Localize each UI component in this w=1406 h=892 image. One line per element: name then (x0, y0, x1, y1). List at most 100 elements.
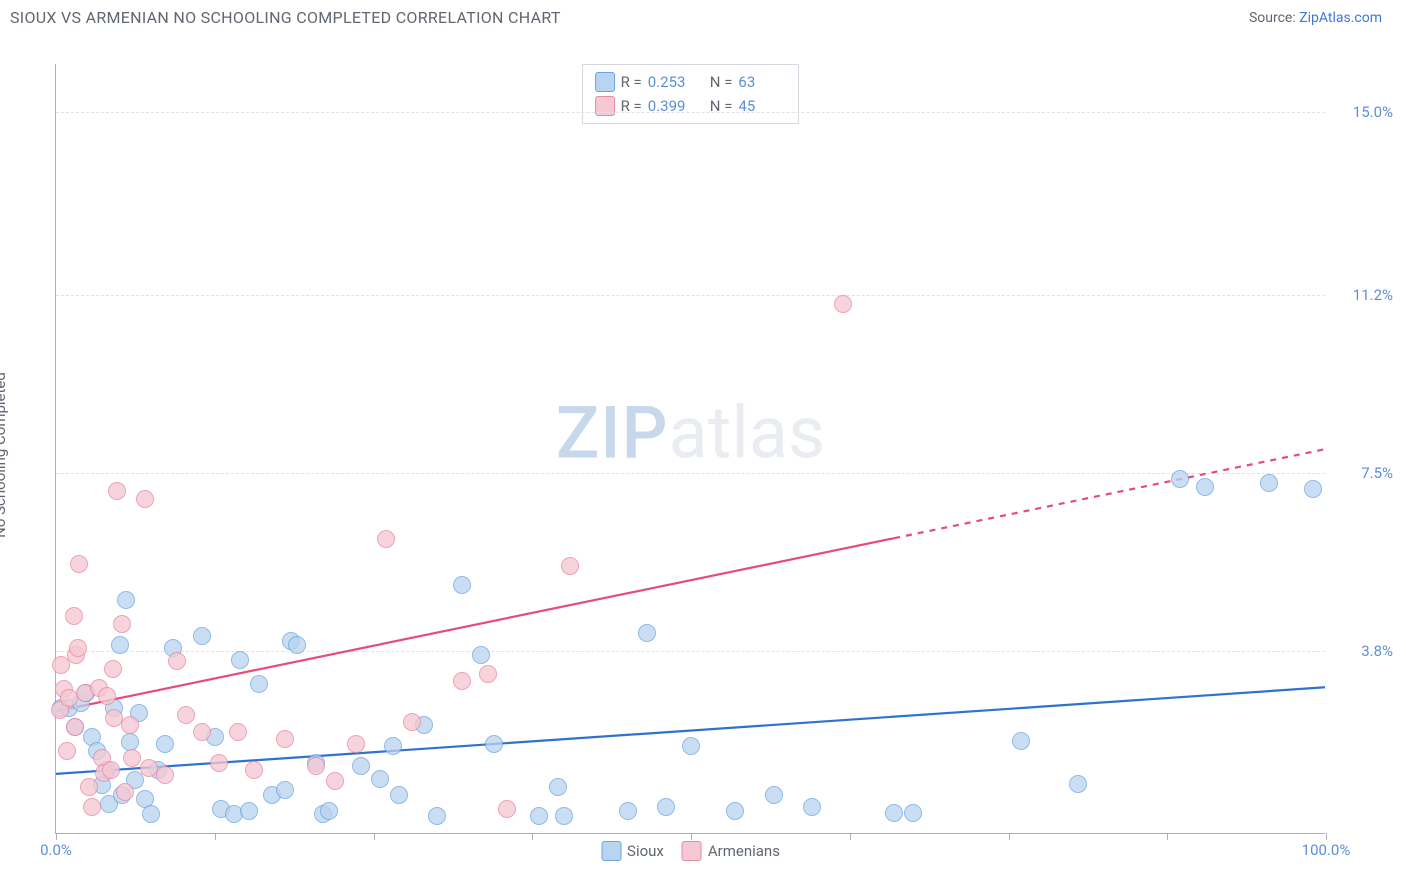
data-point-sioux (352, 757, 370, 775)
data-point-armenians (113, 615, 131, 633)
x-tick (691, 833, 692, 840)
gridline (56, 112, 1325, 113)
x-tick (56, 833, 57, 840)
data-point-armenians (60, 689, 78, 707)
data-point-armenians (229, 723, 247, 741)
data-point-armenians (98, 687, 116, 705)
data-point-armenians (561, 557, 579, 575)
r-label: R = (621, 73, 642, 91)
y-tick-label: 11.2% (1353, 286, 1393, 304)
y-axis-label: No Schooling Completed (0, 372, 9, 538)
data-point-armenians (834, 295, 852, 313)
chart-container: No Schooling Completed ZIPatlas R =0.253… (10, 40, 1396, 870)
data-point-armenians (123, 749, 141, 767)
data-point-sioux (1196, 478, 1214, 496)
data-point-armenians (108, 482, 126, 500)
data-point-sioux (726, 802, 744, 820)
x-tick (1009, 833, 1010, 840)
data-point-sioux (193, 627, 211, 645)
legend-item-armenians: Armenians (682, 841, 780, 861)
stats-legend: R =0.253N =63R =0.399N =45 (582, 64, 800, 124)
y-tick-label: 15.0% (1353, 103, 1393, 121)
data-point-sioux (472, 646, 490, 664)
data-point-armenians (210, 754, 228, 772)
gridline (56, 651, 1325, 652)
data-point-sioux (1069, 775, 1087, 793)
data-point-sioux (619, 802, 637, 820)
data-point-armenians (69, 639, 87, 657)
data-point-sioux (384, 737, 402, 755)
legend-label: Sioux (627, 842, 664, 860)
y-tick-label: 3.8% (1361, 642, 1393, 660)
data-point-armenians (65, 607, 83, 625)
legend-swatch (595, 72, 615, 92)
legend-item-sioux: Sioux (601, 841, 664, 861)
data-point-armenians (193, 723, 211, 741)
data-point-armenians (347, 735, 365, 753)
data-point-armenians (104, 660, 122, 678)
trend-line-armenians (56, 538, 894, 711)
data-point-armenians (377, 530, 395, 548)
data-point-armenians (121, 716, 139, 734)
data-point-sioux (1260, 474, 1278, 492)
gridline (56, 295, 1325, 296)
trend-lines (56, 64, 1325, 833)
watermark-atlas: atlas (669, 391, 826, 476)
data-point-armenians (276, 730, 294, 748)
legend-label: Armenians (708, 842, 780, 860)
data-point-armenians (83, 798, 101, 816)
data-point-armenians (136, 490, 154, 508)
data-point-sioux (240, 802, 258, 820)
stat-row-sioux: R =0.253N =63 (595, 70, 787, 94)
data-point-sioux (320, 802, 338, 820)
legend-swatch (601, 841, 621, 861)
stat-row-armenians: R =0.399N =45 (595, 94, 787, 118)
x-tick (532, 833, 533, 840)
data-point-sioux (121, 733, 139, 751)
data-point-armenians (453, 672, 471, 690)
data-point-armenians (80, 778, 98, 796)
data-point-sioux (250, 675, 268, 693)
data-point-armenians (140, 759, 158, 777)
data-point-armenians (479, 665, 497, 683)
data-point-armenians (116, 783, 134, 801)
source-prefix: Source: (1249, 10, 1299, 26)
data-point-sioux (231, 651, 249, 669)
data-point-armenians (70, 555, 88, 573)
chart-title: SIOUX VS ARMENIAN NO SCHOOLING COMPLETED… (10, 8, 561, 27)
x-tick (374, 833, 375, 840)
watermark: ZIPatlas (556, 391, 825, 476)
data-point-sioux (803, 798, 821, 816)
data-point-armenians (168, 652, 186, 670)
x-tick-label-left: 0.0% (40, 841, 72, 859)
data-point-armenians (307, 757, 325, 775)
y-tick-label: 7.5% (1361, 464, 1393, 482)
data-point-sioux (885, 804, 903, 822)
x-tick (215, 833, 216, 840)
x-tick (1167, 833, 1168, 840)
data-point-armenians (66, 718, 84, 736)
data-point-sioux (117, 591, 135, 609)
data-point-sioux (371, 770, 389, 788)
data-point-armenians (156, 766, 174, 784)
watermark-zip: ZIP (556, 391, 669, 476)
data-point-armenians (58, 742, 76, 760)
source-link[interactable]: ZipAtlas.com (1299, 10, 1382, 26)
x-tick (850, 833, 851, 840)
data-point-sioux (485, 735, 503, 753)
data-point-sioux (111, 636, 129, 654)
data-point-sioux (1304, 480, 1322, 498)
data-point-sioux (390, 786, 408, 804)
data-point-sioux (682, 737, 700, 755)
legend-swatch (682, 841, 702, 861)
data-point-sioux (288, 636, 306, 654)
data-point-armenians (403, 713, 421, 731)
data-point-sioux (1171, 470, 1189, 488)
data-point-sioux (1012, 732, 1030, 750)
data-point-sioux (549, 778, 567, 796)
r-value: 0.253 (648, 73, 696, 91)
plot-area: ZIPatlas R =0.253N =63R =0.399N =45 Siou… (55, 64, 1325, 834)
data-point-sioux (142, 805, 160, 823)
trend-line-dashed-armenians (894, 449, 1325, 538)
x-tick-label-right: 100.0% (1302, 841, 1351, 859)
